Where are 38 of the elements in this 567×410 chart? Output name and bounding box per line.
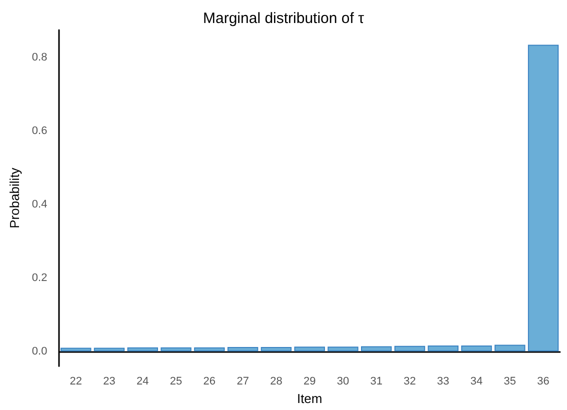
bar — [227, 347, 258, 352]
bar — [294, 346, 325, 352]
bar — [260, 347, 292, 352]
x-tick-label: 24 — [136, 376, 149, 388]
bar — [428, 346, 459, 352]
x-tick-label: 35 — [504, 376, 516, 388]
x-tick-label: 33 — [437, 376, 450, 388]
bar — [461, 346, 492, 352]
x-axis-title: Item — [296, 391, 322, 406]
bar — [160, 347, 192, 352]
chart-title: Marginal distribution of τ — [202, 10, 364, 27]
y-tick-label: 0.6 — [32, 125, 48, 138]
bar — [361, 346, 392, 352]
x-tick-label: 26 — [203, 376, 216, 388]
bar — [528, 44, 559, 352]
bar — [127, 347, 158, 352]
y-axis-title: Probability — [7, 167, 22, 228]
x-tick-label: 27 — [236, 376, 249, 388]
x-tick-label: 30 — [336, 376, 350, 388]
x-tick-label: 25 — [170, 376, 182, 388]
x-tick-label: 28 — [270, 376, 282, 388]
bar — [328, 346, 358, 352]
bar — [194, 347, 225, 352]
x-tick-label: 34 — [470, 376, 483, 388]
x-tick-label: 36 — [537, 376, 550, 388]
x-tick-label: 22 — [70, 376, 82, 388]
x-tick-label: 29 — [303, 376, 316, 388]
y-tick-label: 0.4 — [32, 198, 48, 210]
y-tick-label: 0.8 — [32, 52, 48, 64]
bar — [494, 344, 526, 352]
bar — [60, 348, 92, 352]
x-tick-label: 32 — [404, 376, 416, 388]
x-tick-label: 23 — [103, 376, 116, 388]
bar — [394, 346, 426, 352]
bar — [94, 348, 125, 352]
y-tick-label: 0.0 — [32, 345, 48, 358]
y-tick-label: 0.2 — [32, 272, 48, 284]
x-tick-label: 31 — [370, 376, 382, 388]
